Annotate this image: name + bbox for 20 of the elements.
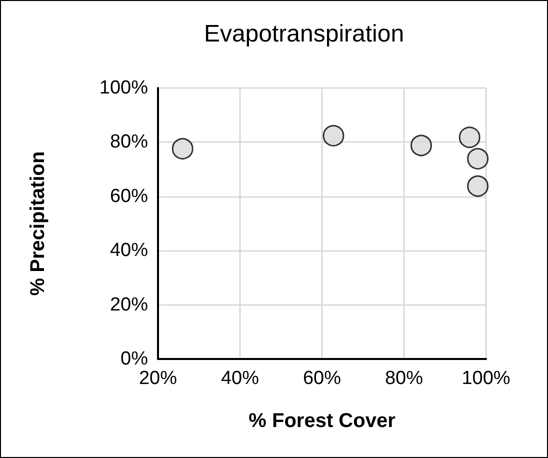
point [172,138,194,160]
x-tick-label: 100% [462,368,510,389]
point [467,148,489,170]
x-axis-title: % Forest Cover [248,410,396,432]
point [467,175,489,197]
x-tick-label: 20% [138,368,178,389]
point [322,124,344,146]
y-tick-label: 80% [110,132,148,153]
point [410,134,432,156]
point [458,126,480,148]
y-axis-title: % Precipitation [27,151,49,296]
y-tick-label: 40% [110,240,148,262]
chart-title: Evapotranspiration [204,20,404,48]
y-tick-label: 20% [110,294,148,316]
x-tick-label: 60% [302,368,342,389]
x-tick-label: 80% [384,368,424,389]
y-tick-label: 0% [120,348,148,370]
x-tick-label: 40% [220,368,260,389]
y-tick-label: 100% [99,78,148,98]
y-tick-label: 60% [110,186,148,207]
